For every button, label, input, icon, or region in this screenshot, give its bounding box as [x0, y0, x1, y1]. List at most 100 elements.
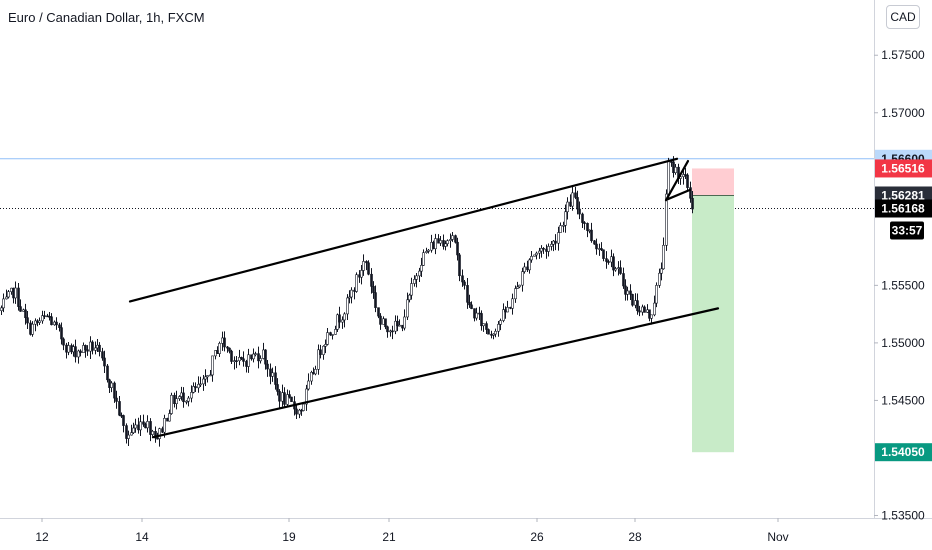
candle-body [223, 337, 226, 348]
candle-body [662, 244, 665, 270]
candle-body [163, 418, 166, 433]
channel-upper-line[interactable] [128, 157, 679, 303]
candle-body [122, 415, 125, 426]
candle-body [298, 409, 301, 415]
candle-body [96, 344, 99, 349]
currency-button[interactable]: CAD [886, 5, 920, 29]
candle-body [77, 350, 80, 358]
candle-body [420, 265, 423, 272]
candle-body [182, 392, 185, 403]
candle-body [185, 400, 188, 403]
candle-body [350, 289, 353, 298]
candle-body [444, 243, 447, 247]
candle-body [384, 318, 387, 328]
candle-body [530, 256, 533, 261]
candle-body [118, 401, 121, 416]
candle-body [542, 248, 545, 250]
candle-body [240, 357, 243, 360]
candle-body [199, 383, 202, 386]
candle-body [408, 294, 411, 301]
candle-body [449, 239, 452, 241]
candle-body [319, 349, 322, 355]
candle-body [146, 421, 149, 429]
candle-body [499, 320, 502, 325]
candle-body [252, 353, 255, 360]
candle-body [463, 281, 466, 286]
candle-body [206, 375, 209, 378]
candle-body [216, 350, 219, 354]
candle-body [355, 274, 358, 292]
candle-body [274, 372, 277, 385]
candle-body [0, 307, 3, 311]
candle-body [94, 347, 97, 351]
position-zones [692, 168, 734, 453]
candle-body [415, 275, 418, 280]
candle-body [259, 358, 262, 362]
candle-body [406, 299, 409, 318]
candle-body [514, 288, 517, 300]
y-tick-label: 1.53500 [881, 508, 925, 522]
candle-body [451, 235, 454, 240]
candle-body [535, 252, 538, 256]
candle-body [115, 397, 118, 402]
candle-body [257, 353, 260, 362]
candle-body [571, 192, 574, 207]
candle-body [149, 421, 152, 435]
candle-body [24, 309, 27, 319]
candle-body [60, 327, 63, 340]
candle-body [636, 300, 639, 312]
candle-body [658, 272, 661, 286]
candle-body [605, 258, 608, 262]
candle-body [422, 252, 425, 266]
candle-body [235, 360, 238, 362]
candle-body [370, 273, 373, 287]
candle-body [365, 261, 368, 264]
candle-body [31, 323, 34, 335]
x-tick-label: 12 [35, 530, 49, 544]
channel-lower-line[interactable] [151, 307, 720, 439]
candle-body [130, 432, 133, 436]
candle-body [247, 354, 250, 367]
candle-body [110, 382, 113, 388]
candle-body [331, 334, 334, 336]
candle-body [307, 380, 310, 390]
candle-body [250, 354, 253, 360]
candle-body [211, 355, 214, 376]
candle-body [379, 315, 382, 325]
candle-body [533, 254, 536, 257]
wedge-line-1[interactable] [664, 159, 690, 202]
candle-body [674, 166, 677, 173]
candle-body [458, 254, 461, 277]
candle-body [50, 316, 53, 326]
candle-body [134, 424, 137, 429]
candle-body [523, 266, 526, 272]
candle-body [547, 246, 550, 252]
wedge-line-2[interactable] [666, 188, 692, 201]
candle-body [403, 316, 406, 329]
stop-loss-zone[interactable] [692, 168, 734, 196]
candle-body [230, 350, 233, 362]
candle-body [581, 213, 584, 223]
candle-body [653, 302, 656, 316]
candle-body [175, 398, 178, 404]
candle-body [254, 353, 257, 355]
candle-body [689, 187, 692, 199]
candle-body [660, 268, 663, 274]
candle-body [427, 249, 430, 252]
candle-body [386, 326, 389, 333]
candle-body [593, 240, 596, 245]
candle-body [12, 287, 15, 299]
candle-body [278, 391, 281, 402]
candle-body [178, 396, 181, 399]
candle-body [161, 428, 164, 433]
candle-body [480, 313, 483, 327]
candle-body [322, 345, 325, 355]
candle-body [346, 297, 349, 315]
candle-body [154, 431, 157, 439]
x-tick-label: Nov [767, 530, 788, 544]
take-profit-zone[interactable] [692, 195, 734, 453]
candle-body [288, 394, 291, 398]
candle-body [89, 341, 92, 352]
